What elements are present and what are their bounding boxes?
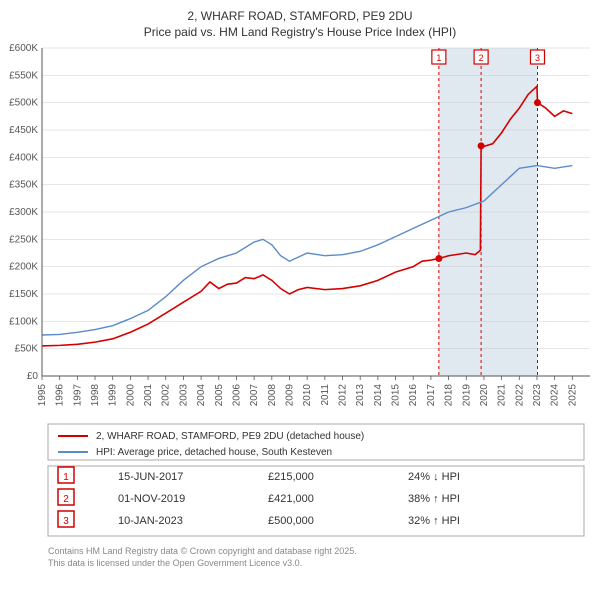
x-tick-label: 2000: [125, 384, 136, 407]
y-tick-label: £450K: [9, 125, 38, 136]
footer-line1: Contains HM Land Registry data © Crown c…: [48, 546, 357, 556]
x-tick-label: 2015: [391, 384, 402, 407]
x-tick-label: 2024: [550, 384, 561, 407]
x-tick-label: 2022: [514, 384, 525, 407]
x-tick-label: 1995: [37, 384, 48, 407]
x-tick-label: 1996: [55, 384, 66, 407]
y-tick-label: £50K: [15, 344, 39, 355]
footer-line2: This data is licensed under the Open Gov…: [48, 558, 302, 568]
x-tick-label: 2020: [479, 384, 490, 407]
transaction-date: 15-JUN-2017: [118, 471, 183, 483]
x-tick-label: 2003: [178, 384, 189, 407]
y-tick-label: £150K: [9, 289, 38, 300]
y-tick-label: £200K: [9, 262, 38, 273]
transaction-delta: 32% ↑ HPI: [408, 515, 460, 527]
x-tick-label: 2025: [567, 384, 578, 407]
transaction-delta: 38% ↑ HPI: [408, 493, 460, 505]
transaction-number: 3: [63, 516, 69, 527]
x-tick-label: 2018: [444, 384, 455, 407]
x-tick-label: 2011: [320, 384, 331, 406]
transaction-price: £500,000: [268, 515, 314, 527]
y-tick-label: £0: [27, 371, 39, 382]
legend-label: 2, WHARF ROAD, STAMFORD, PE9 2DU (detach…: [96, 431, 364, 442]
marker-number: 3: [535, 53, 540, 63]
transaction-date: 01-NOV-2019: [118, 493, 185, 505]
y-tick-label: £600K: [9, 43, 38, 54]
marker-number: 1: [436, 53, 441, 63]
x-tick-label: 1998: [90, 384, 101, 407]
legend-label: HPI: Average price, detached house, Sout…: [96, 447, 332, 458]
x-tick-label: 2021: [497, 384, 508, 407]
x-tick-label: 2013: [355, 384, 366, 407]
y-tick-label: £400K: [9, 152, 38, 163]
x-tick-label: 2010: [302, 384, 313, 407]
x-tick-label: 1999: [108, 384, 119, 407]
x-tick-label: 1997: [72, 384, 83, 407]
y-tick-label: £350K: [9, 180, 38, 191]
transaction-price: £421,000: [268, 493, 314, 505]
transaction-date: 10-JAN-2023: [118, 515, 183, 527]
transaction-number: 2: [63, 494, 69, 505]
x-tick-label: 2002: [161, 384, 172, 407]
x-tick-label: 2017: [426, 384, 437, 407]
x-tick-label: 2019: [461, 384, 472, 407]
x-tick-label: 2005: [214, 384, 225, 407]
chart-title-line1: 2, WHARF ROAD, STAMFORD, PE9 2DU: [187, 9, 412, 23]
x-tick-label: 2008: [267, 384, 278, 407]
y-tick-label: £500K: [9, 98, 38, 109]
y-tick-label: £100K: [9, 316, 38, 327]
x-tick-label: 2012: [338, 384, 349, 407]
x-tick-label: 2006: [231, 384, 242, 407]
x-tick-label: 2004: [196, 384, 207, 407]
x-tick-label: 2007: [249, 384, 260, 407]
marker-dot: [534, 99, 541, 106]
x-tick-label: 2001: [143, 384, 154, 407]
y-tick-label: £300K: [9, 207, 38, 218]
marker-dot: [435, 255, 442, 262]
marker-dot: [478, 142, 485, 149]
y-tick-label: £250K: [9, 234, 38, 245]
chart-title-line2: Price paid vs. HM Land Registry's House …: [144, 25, 456, 39]
x-tick-label: 2014: [373, 384, 384, 407]
x-tick-label: 2016: [408, 384, 419, 407]
transaction-number: 1: [63, 472, 69, 483]
transaction-delta: 24% ↓ HPI: [408, 471, 460, 483]
x-tick-label: 2009: [284, 384, 295, 407]
price-chart: 2, WHARF ROAD, STAMFORD, PE9 2DU Price pa…: [0, 0, 600, 590]
marker-number: 2: [479, 53, 484, 63]
transaction-price: £215,000: [268, 471, 314, 483]
y-tick-label: £550K: [9, 70, 38, 81]
x-tick-label: 2023: [532, 384, 543, 407]
